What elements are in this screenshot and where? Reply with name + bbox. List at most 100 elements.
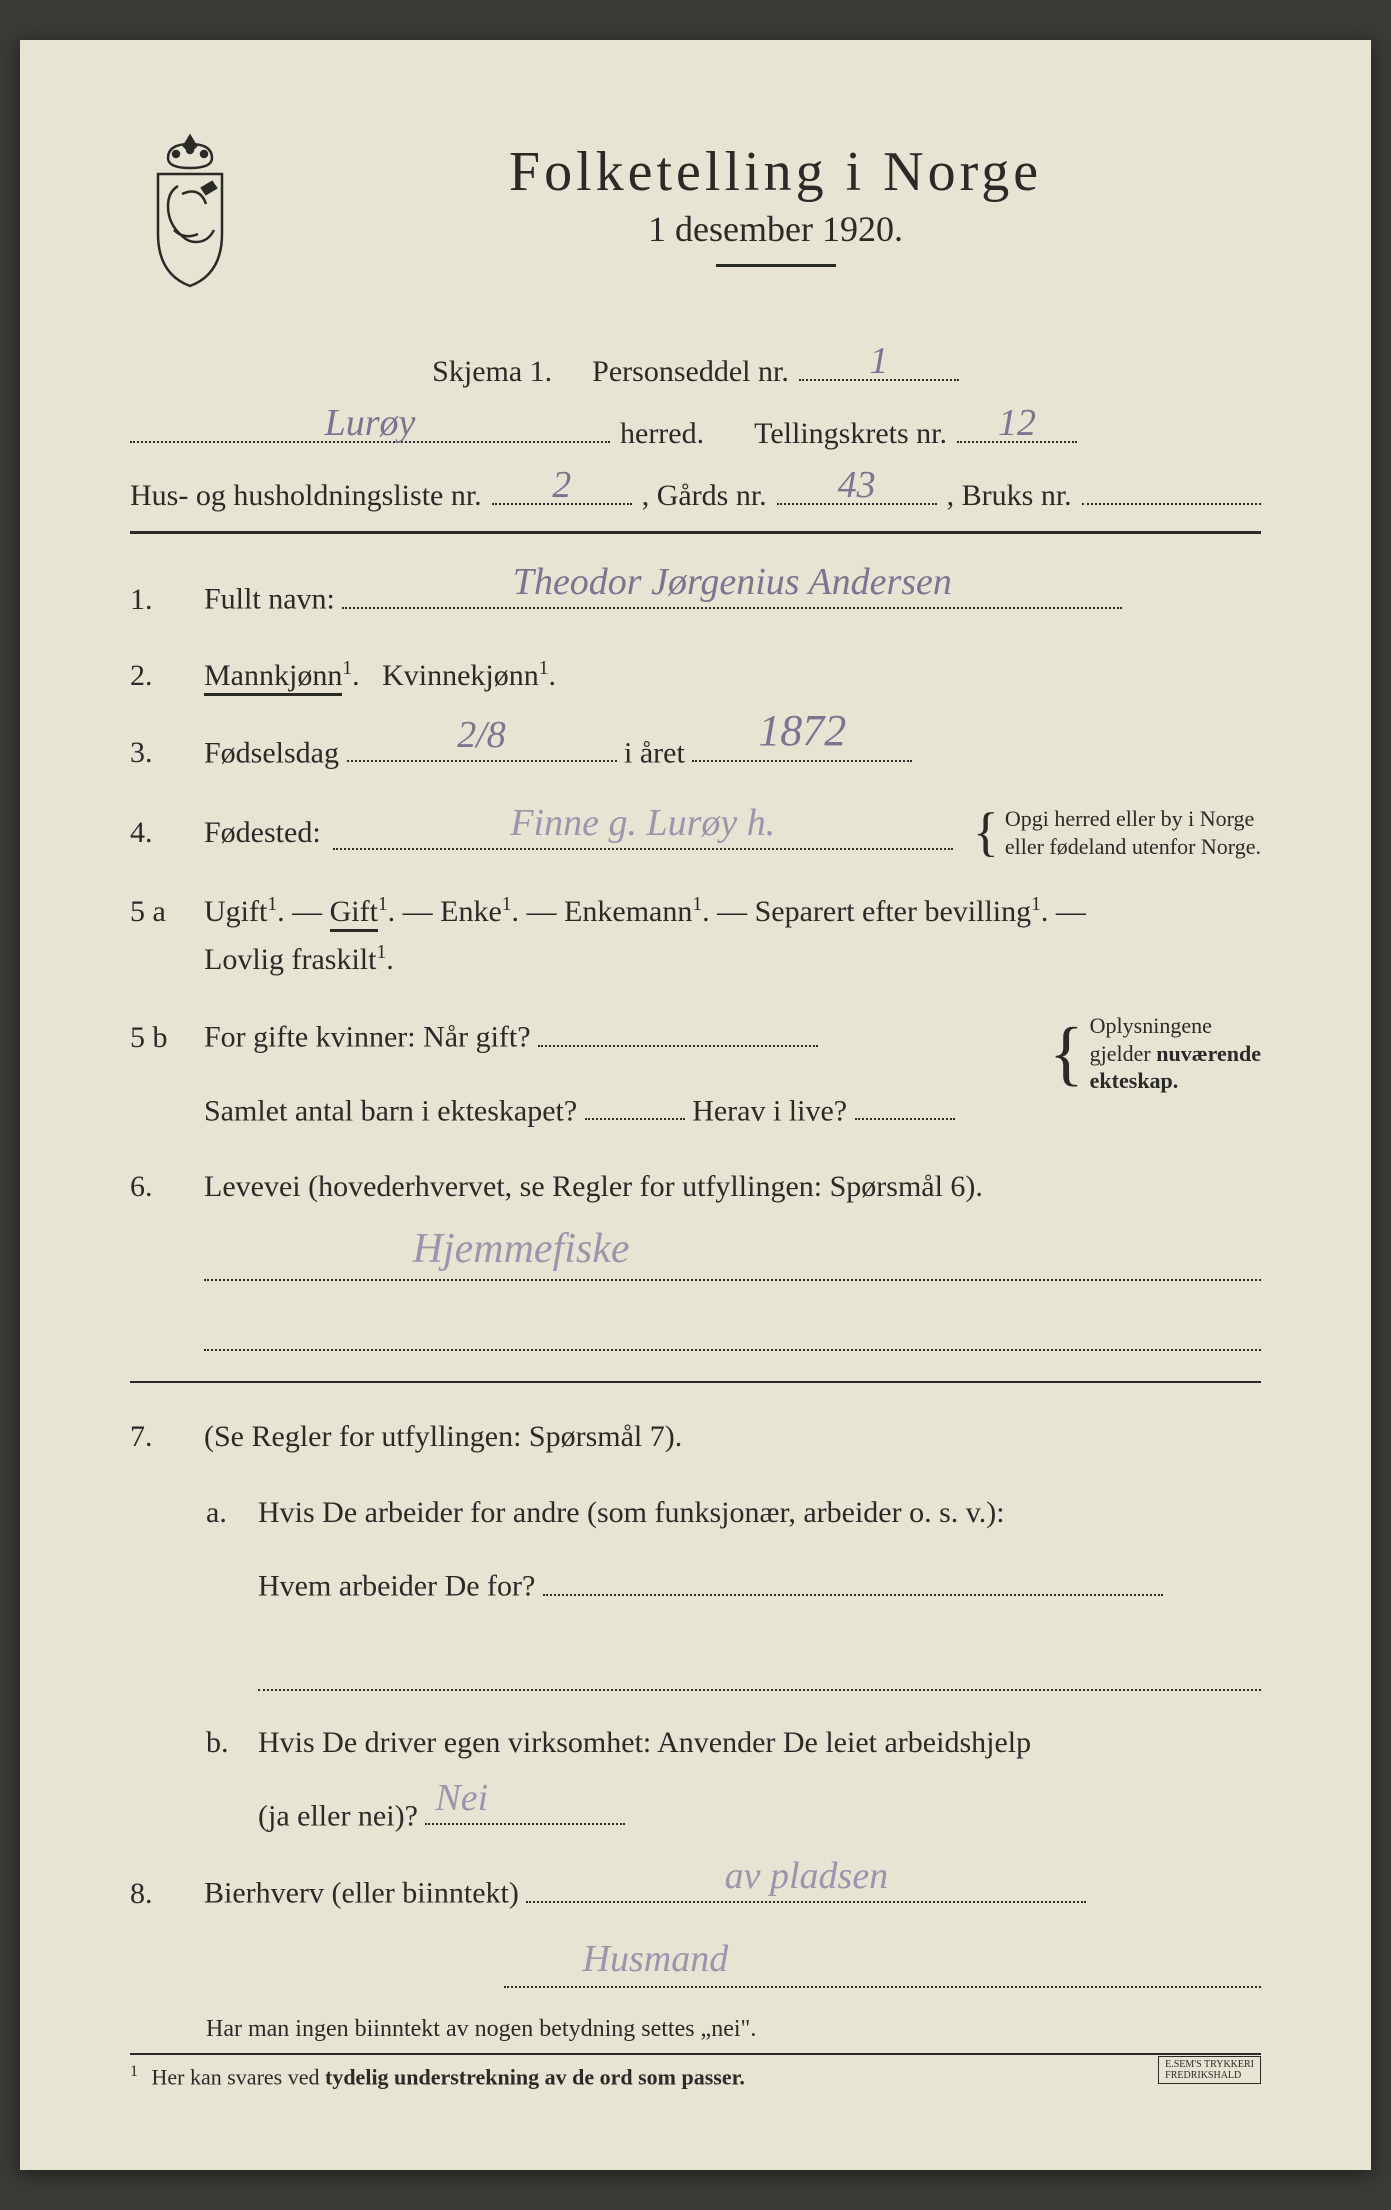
q8-label: Bierhverv (eller biinntekt): [204, 1877, 519, 1910]
q5b-num: 5 b: [130, 1014, 186, 1062]
q3-label: Fødselsdag: [204, 736, 339, 769]
q7b-value: Nei: [435, 1768, 488, 1829]
header: Folketelling i Norge 1 desember 1920.: [130, 140, 1261, 295]
q8: 8. Bierhverv (eller biinntekt) av pladse…: [130, 1868, 1261, 1988]
q7a-l1: Hvis De arbeider for andre (som funksjon…: [258, 1489, 1261, 1537]
q3-num: 3.: [130, 729, 186, 777]
gards-label: , Gårds nr.: [642, 479, 767, 513]
q4-note: { Opgi herred eller by i Norge eller fød…: [973, 805, 1261, 860]
divider-1: [130, 531, 1261, 534]
q5b-l2b: Herav i live?: [692, 1094, 847, 1127]
q7b-l1: Hvis De driver egen virksomhet: Anvender…: [258, 1719, 1261, 1767]
q3-year-value: 1872: [758, 696, 846, 766]
q6: 6. Levevei (hovederhvervet, se Regler fo…: [130, 1163, 1261, 1351]
q5a: 5 a Ugift1. — Gift1. — Enke1. — Enkemann…: [130, 888, 1261, 984]
personseddel-value: 1: [869, 339, 888, 383]
q8-footnote: Har man ingen biinntekt av nogen betydni…: [206, 2016, 1261, 2043]
husliste-field: 2: [492, 469, 632, 505]
q1: 1. Fullt navn: Theodor Jørgenius Anderse…: [130, 574, 1261, 624]
q5b-note-l3: ekteskap.: [1090, 1068, 1179, 1093]
q7: 7. (Se Regler for utfyllingen: Spørsmål …: [130, 1413, 1261, 1461]
q5b-gift-field: [538, 1012, 818, 1047]
meta-row-2: Lurøy herred. Tellingskrets nr. 12: [130, 407, 1261, 451]
q5b-barn-field: [585, 1086, 685, 1121]
q8-value-l1: av pladsen: [725, 1846, 889, 1907]
tellingskrets-field: 12: [957, 407, 1077, 443]
q7-label: (Se Regler for utfyllingen: Spørsmål 7).: [204, 1420, 682, 1453]
q4-field: Finne g. Lurøy h.: [333, 815, 953, 850]
q8-field-1: av pladsen: [526, 1868, 1086, 1903]
footnote-sup: 1: [130, 2063, 138, 2080]
q6-value: Hjemmefiske: [413, 1216, 630, 1283]
herred-field: Lurøy: [130, 407, 610, 443]
q4-label: Fødested:: [204, 809, 321, 857]
herred-value: Lurøy: [325, 401, 416, 445]
gards-field: 43: [777, 469, 937, 505]
q7a-label: a.: [206, 1489, 240, 1537]
q4-num: 4.: [130, 809, 186, 857]
q7a-l2: Hvem arbeider De for?: [258, 1570, 535, 1603]
q6-num: 6.: [130, 1163, 186, 1211]
q5a-fraskilt: Lovlig fraskilt: [204, 943, 376, 976]
coat-of-arms-icon: [130, 130, 250, 295]
divider-2: [130, 1381, 1261, 1383]
page-subtitle: 1 desember 1920.: [290, 208, 1261, 250]
q5a-enkemann: Enkemann: [564, 895, 692, 928]
q5b-l2a: Samlet antal barn i ekteskapet?: [204, 1094, 577, 1127]
q2-mann: Mannkjønn: [204, 659, 342, 696]
gards-value: 43: [838, 463, 876, 507]
q1-value: Theodor Jørgenius Andersen: [513, 552, 952, 613]
q7a-field: [543, 1561, 1163, 1596]
q7b: b. Hvis De driver egen virksomhet: Anven…: [206, 1719, 1261, 1841]
q4-note-l2: eller fødeland utenfor Norge.: [1005, 834, 1261, 859]
personseddel-label: Personseddel nr.: [592, 355, 789, 389]
q8-field-2: Husmand: [504, 1936, 1261, 1988]
q7b-l2: (ja eller nei)?: [258, 1799, 418, 1832]
q5b-live-field: [855, 1086, 955, 1121]
q7b-label: b.: [206, 1719, 240, 1767]
husliste-label: Hus- og husholdningsliste nr.: [130, 479, 482, 513]
q3-day-value: 2/8: [457, 705, 506, 766]
tellingskrets-label: Tellingskrets nr.: [754, 417, 947, 451]
q4-value: Finne g. Lurøy h.: [510, 793, 775, 854]
q1-field: Theodor Jørgenius Andersen: [342, 574, 1122, 609]
husliste-value: 2: [552, 463, 571, 507]
q5a-separert: Separert efter bevilling: [755, 895, 1032, 928]
q5a-num: 5 a: [130, 888, 186, 936]
meta-row-3: Hus- og husholdningsliste nr. 2 , Gårds …: [130, 469, 1261, 513]
census-form-page: Folketelling i Norge 1 desember 1920. Sk…: [20, 40, 1371, 2170]
q7a: a. Hvis De arbeider for andre (som funks…: [206, 1489, 1261, 1691]
q1-num: 1.: [130, 576, 186, 624]
q2-num: 2.: [130, 652, 186, 700]
q5b-note-l1: Oplysningene: [1090, 1013, 1212, 1038]
footnote-text-a: Her kan svares ved: [152, 2064, 326, 2089]
q8-value-l2: Husmand: [583, 1929, 729, 1990]
personseddel-field: 1: [799, 345, 959, 381]
meta-section: Skjema 1. Personseddel nr. 1 Lurøy herre…: [130, 345, 1261, 513]
q6-label: Levevei (hovederhvervet, se Regler for u…: [204, 1170, 983, 1203]
q6-field-1: Hjemmefiske: [204, 1229, 1261, 1281]
q5b-note: { Oplysningene gjelder nuværende ekteska…: [1049, 1012, 1261, 1095]
brace-icon: {: [973, 808, 999, 857]
bruks-field: [1082, 469, 1261, 505]
title-rule: [716, 264, 836, 267]
q6-field-2: [204, 1299, 1261, 1351]
printer-l2: FREDRIKSHALD: [1165, 2070, 1254, 2081]
dash: —: [292, 895, 330, 928]
meta-row-1: Skjema 1. Personseddel nr. 1: [130, 345, 1261, 389]
q5b: 5 b For gifte kvinner: Når gift? Samlet …: [130, 1012, 1261, 1135]
q1-label: Fullt navn:: [204, 583, 335, 616]
q2-mann-sup: 1: [342, 658, 352, 679]
tellingskrets-value: 12: [998, 401, 1036, 445]
page-title: Folketelling i Norge: [290, 140, 1261, 204]
q5a-gift: Gift: [330, 895, 378, 932]
q8-num: 8.: [130, 1870, 186, 1918]
q5b-l1a: For gifte kvinner: Når gift?: [204, 1021, 531, 1054]
q3-mid: i året: [624, 736, 685, 769]
herred-label: herred.: [620, 417, 704, 451]
q7a-field-2: [258, 1639, 1261, 1691]
bruks-label: , Bruks nr.: [947, 479, 1072, 513]
footnote-1: 1 Her kan svares ved tydelig understrekn…: [130, 2053, 1261, 2090]
q2-kvinne-sup: 1: [539, 658, 549, 679]
question-list: 1. Fullt navn: Theodor Jørgenius Anderse…: [130, 574, 1261, 2090]
